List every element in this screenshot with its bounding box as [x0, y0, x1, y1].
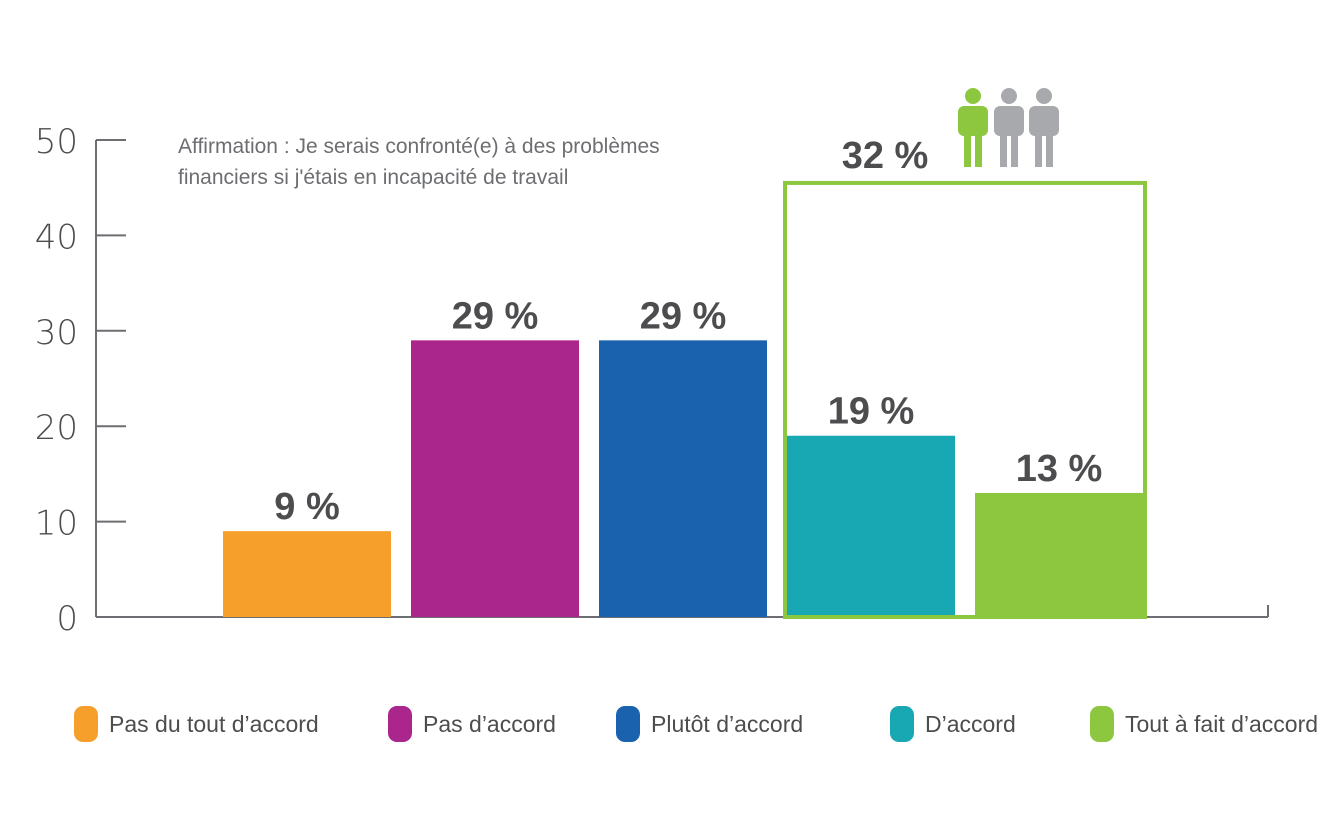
- legend-label: Plutôt d’accord: [651, 711, 803, 737]
- legend-swatch: [1090, 706, 1114, 742]
- legend-label: Pas d’accord: [423, 711, 556, 737]
- legend: Pas du tout d’accord Pas d’accord Plutôt d…: [74, 706, 1318, 742]
- y-axis-ticks: 0 10 20 30 40 50: [35, 122, 126, 639]
- legend-item: Pas d’accord: [388, 706, 556, 742]
- legend-item: Plutôt d’accord: [616, 706, 803, 742]
- bar-value-label: 9 %: [274, 486, 339, 528]
- legend-label: D’accord: [925, 711, 1016, 737]
- statement-line-2: financiers si j'étais en incapacité de t…: [178, 166, 568, 189]
- legend-label: Tout à fait d’accord: [1125, 711, 1318, 737]
- legend-swatch: [890, 706, 914, 742]
- bar: [975, 492, 1143, 617]
- legend-label: Pas du tout d’accord: [109, 711, 319, 737]
- legend-item: Tout à fait d’accord: [1090, 706, 1318, 742]
- legend-item: Pas du tout d’accord: [74, 706, 319, 742]
- statement-line-1: Affirmation : Je serais confronté(e) à d…: [178, 135, 660, 158]
- bar: [411, 340, 579, 617]
- person-icon: [1029, 88, 1059, 167]
- data-labels: 9 % 29 % 29 % 19 % 13 %: [274, 295, 1102, 528]
- y-tick-label: 50: [35, 122, 78, 162]
- legend-swatch: [388, 706, 412, 742]
- bar: [599, 340, 767, 617]
- legend-swatch: [616, 706, 640, 742]
- legend-item: D’accord: [890, 706, 1016, 742]
- bar-value-label: 29 %: [640, 295, 727, 337]
- bar-value-label: 29 %: [452, 295, 539, 337]
- y-tick-label: 10: [35, 504, 78, 544]
- person-icon: [958, 88, 988, 167]
- y-tick-label: 40: [35, 217, 78, 257]
- legend-swatch: [74, 706, 98, 742]
- y-tick-label: 20: [35, 408, 78, 448]
- bar: [223, 531, 391, 617]
- y-tick-label: 30: [35, 313, 78, 353]
- agreement-group-box: [783, 180, 1147, 619]
- agreement-group-highlight: 32 %: [783, 88, 1147, 619]
- bar-value-label: 19 %: [828, 391, 915, 433]
- people-icon: [958, 88, 1059, 167]
- y-tick-label: 0: [56, 599, 78, 639]
- bars: [223, 340, 1143, 617]
- agreement-group-total-label: 32 %: [842, 135, 929, 177]
- person-icon: [994, 88, 1024, 167]
- bar-value-label: 13 %: [1016, 448, 1103, 490]
- bar: [787, 435, 955, 617]
